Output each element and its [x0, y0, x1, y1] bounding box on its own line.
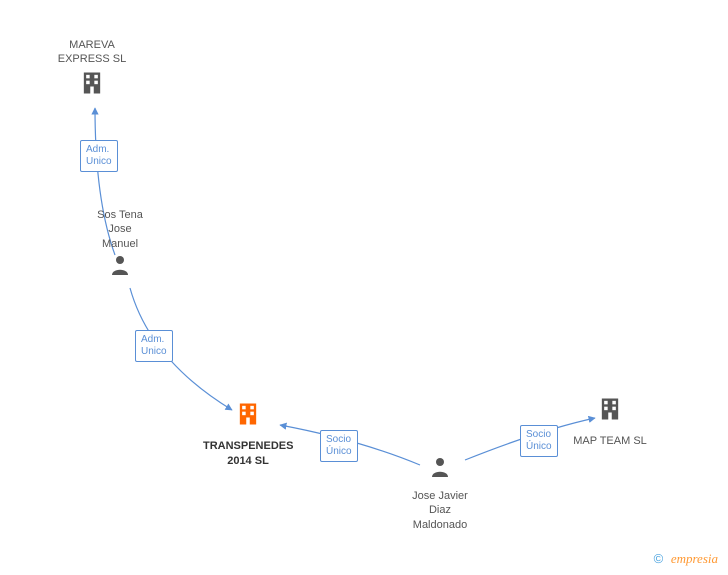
node-mapteam[interactable]: MAP TEAM SL	[565, 395, 655, 449]
node-josejavier[interactable]: Jose JavierDiazMaldonado	[395, 455, 485, 532]
node-label: MAP TEAM SL	[565, 434, 655, 448]
node-label: Jose JavierDiazMaldonado	[395, 489, 485, 532]
building-icon	[596, 395, 624, 432]
copyright-symbol: ©	[654, 551, 664, 566]
node-label: MAREVAEXPRESS SL	[47, 38, 137, 67]
person-icon	[428, 455, 452, 487]
brand-name: empresia	[671, 551, 718, 566]
node-sostena[interactable]: Sos TenaJoseManuel	[75, 208, 165, 285]
edge-label: SocioÚnico	[320, 430, 358, 462]
node-label: Sos TenaJoseManuel	[75, 208, 165, 251]
building-icon	[234, 400, 262, 437]
edge-label: Adm.Unico	[80, 140, 118, 172]
person-icon	[108, 253, 132, 285]
building-icon	[78, 69, 106, 106]
node-label: TRANSPENEDES2014 SL	[203, 439, 293, 468]
node-mareva[interactable]: MAREVAEXPRESS SL	[47, 38, 137, 106]
edge-label: Adm.Unico	[135, 330, 173, 362]
node-transpenedes[interactable]: TRANSPENEDES2014 SL	[203, 400, 293, 468]
watermark: © empresia	[654, 551, 718, 567]
edge-label: SocioÚnico	[520, 425, 558, 457]
